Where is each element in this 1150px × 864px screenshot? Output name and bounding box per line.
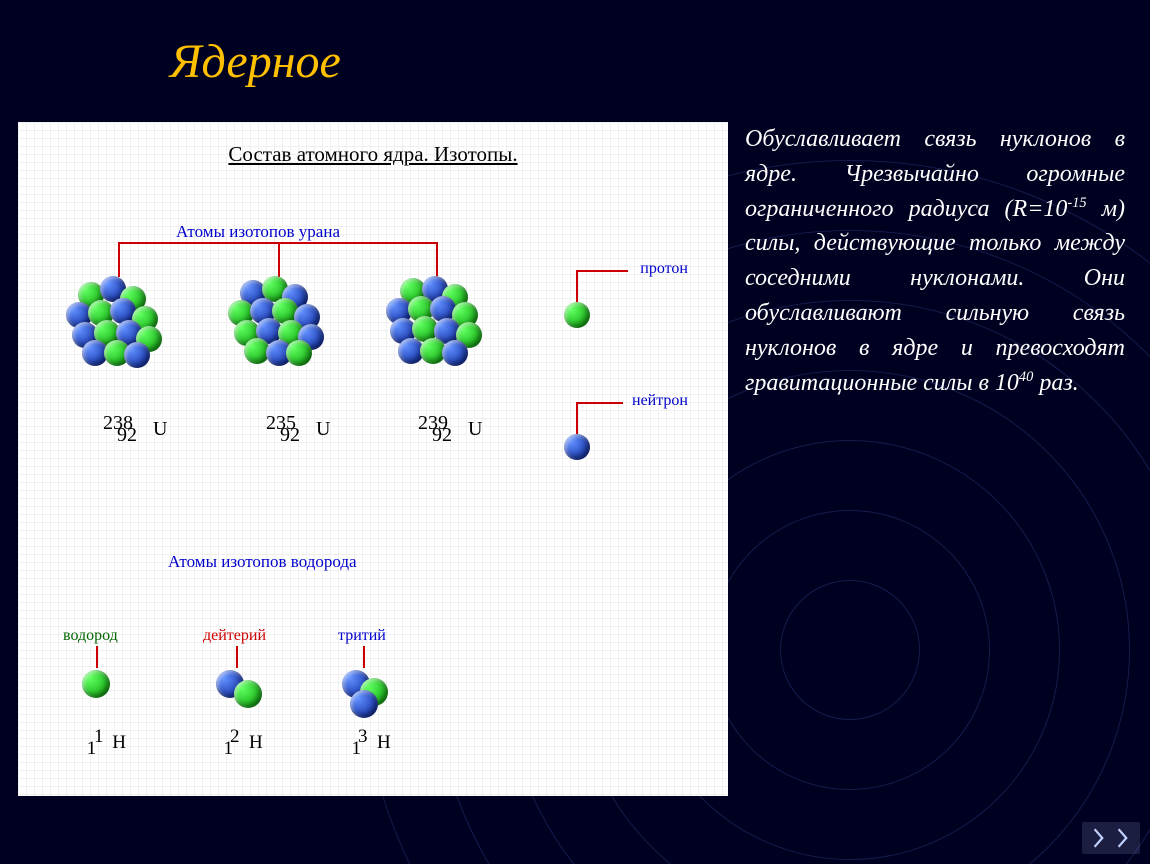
isotope-formula-u238: 23892U <box>103 418 167 441</box>
leader-line <box>578 402 623 404</box>
panel-heading: Состав атомного ядра. Изотопы. <box>228 142 517 167</box>
neutron-particle <box>564 434 590 460</box>
chevron-right-icon <box>1090 827 1108 849</box>
hydrogen-caption: Атомы изотопов водорода <box>168 552 357 572</box>
uranium-nucleus-238 <box>58 272 178 382</box>
uranium-nucleus-239 <box>376 272 496 382</box>
body-text: Обуславливает связь нуклонов в ядре. Чре… <box>745 122 1125 400</box>
isotope-formula-u239: 23992U <box>418 418 482 441</box>
isotope-formula-h1: 11H <box>94 732 126 754</box>
diagram-panel: Состав атомного ядра. Изотопы. Атомы изо… <box>18 122 728 796</box>
leader-line <box>236 646 238 668</box>
uranium-nucleus-235 <box>218 272 338 382</box>
isotope-formula-h3: 31H <box>358 732 391 754</box>
chevron-right-icon <box>1114 827 1132 849</box>
isotope-formula-u235: 23592U <box>266 418 330 441</box>
hydrogen-1-label: водород <box>63 627 118 645</box>
leader-line <box>578 270 628 272</box>
next-slide-button[interactable] <box>1082 822 1140 854</box>
leader-line <box>118 242 436 244</box>
proton-particle <box>564 302 590 328</box>
page-title: Ядерное <box>170 34 341 89</box>
hydrogen-1-nucleus <box>82 670 110 698</box>
leader-line <box>576 270 578 304</box>
leader-line <box>576 402 578 436</box>
proton-label: протон <box>640 260 688 278</box>
leader-line <box>96 646 98 668</box>
uranium-caption: Атомы изотопов урана <box>176 222 340 242</box>
hydrogen-3-label: тритий <box>338 627 386 645</box>
neutron-label: нейтрон <box>632 392 688 410</box>
isotope-formula-h2: 21H <box>230 732 263 754</box>
leader-line <box>363 646 365 668</box>
hydrogen-2-label: дейтерий <box>203 627 266 645</box>
